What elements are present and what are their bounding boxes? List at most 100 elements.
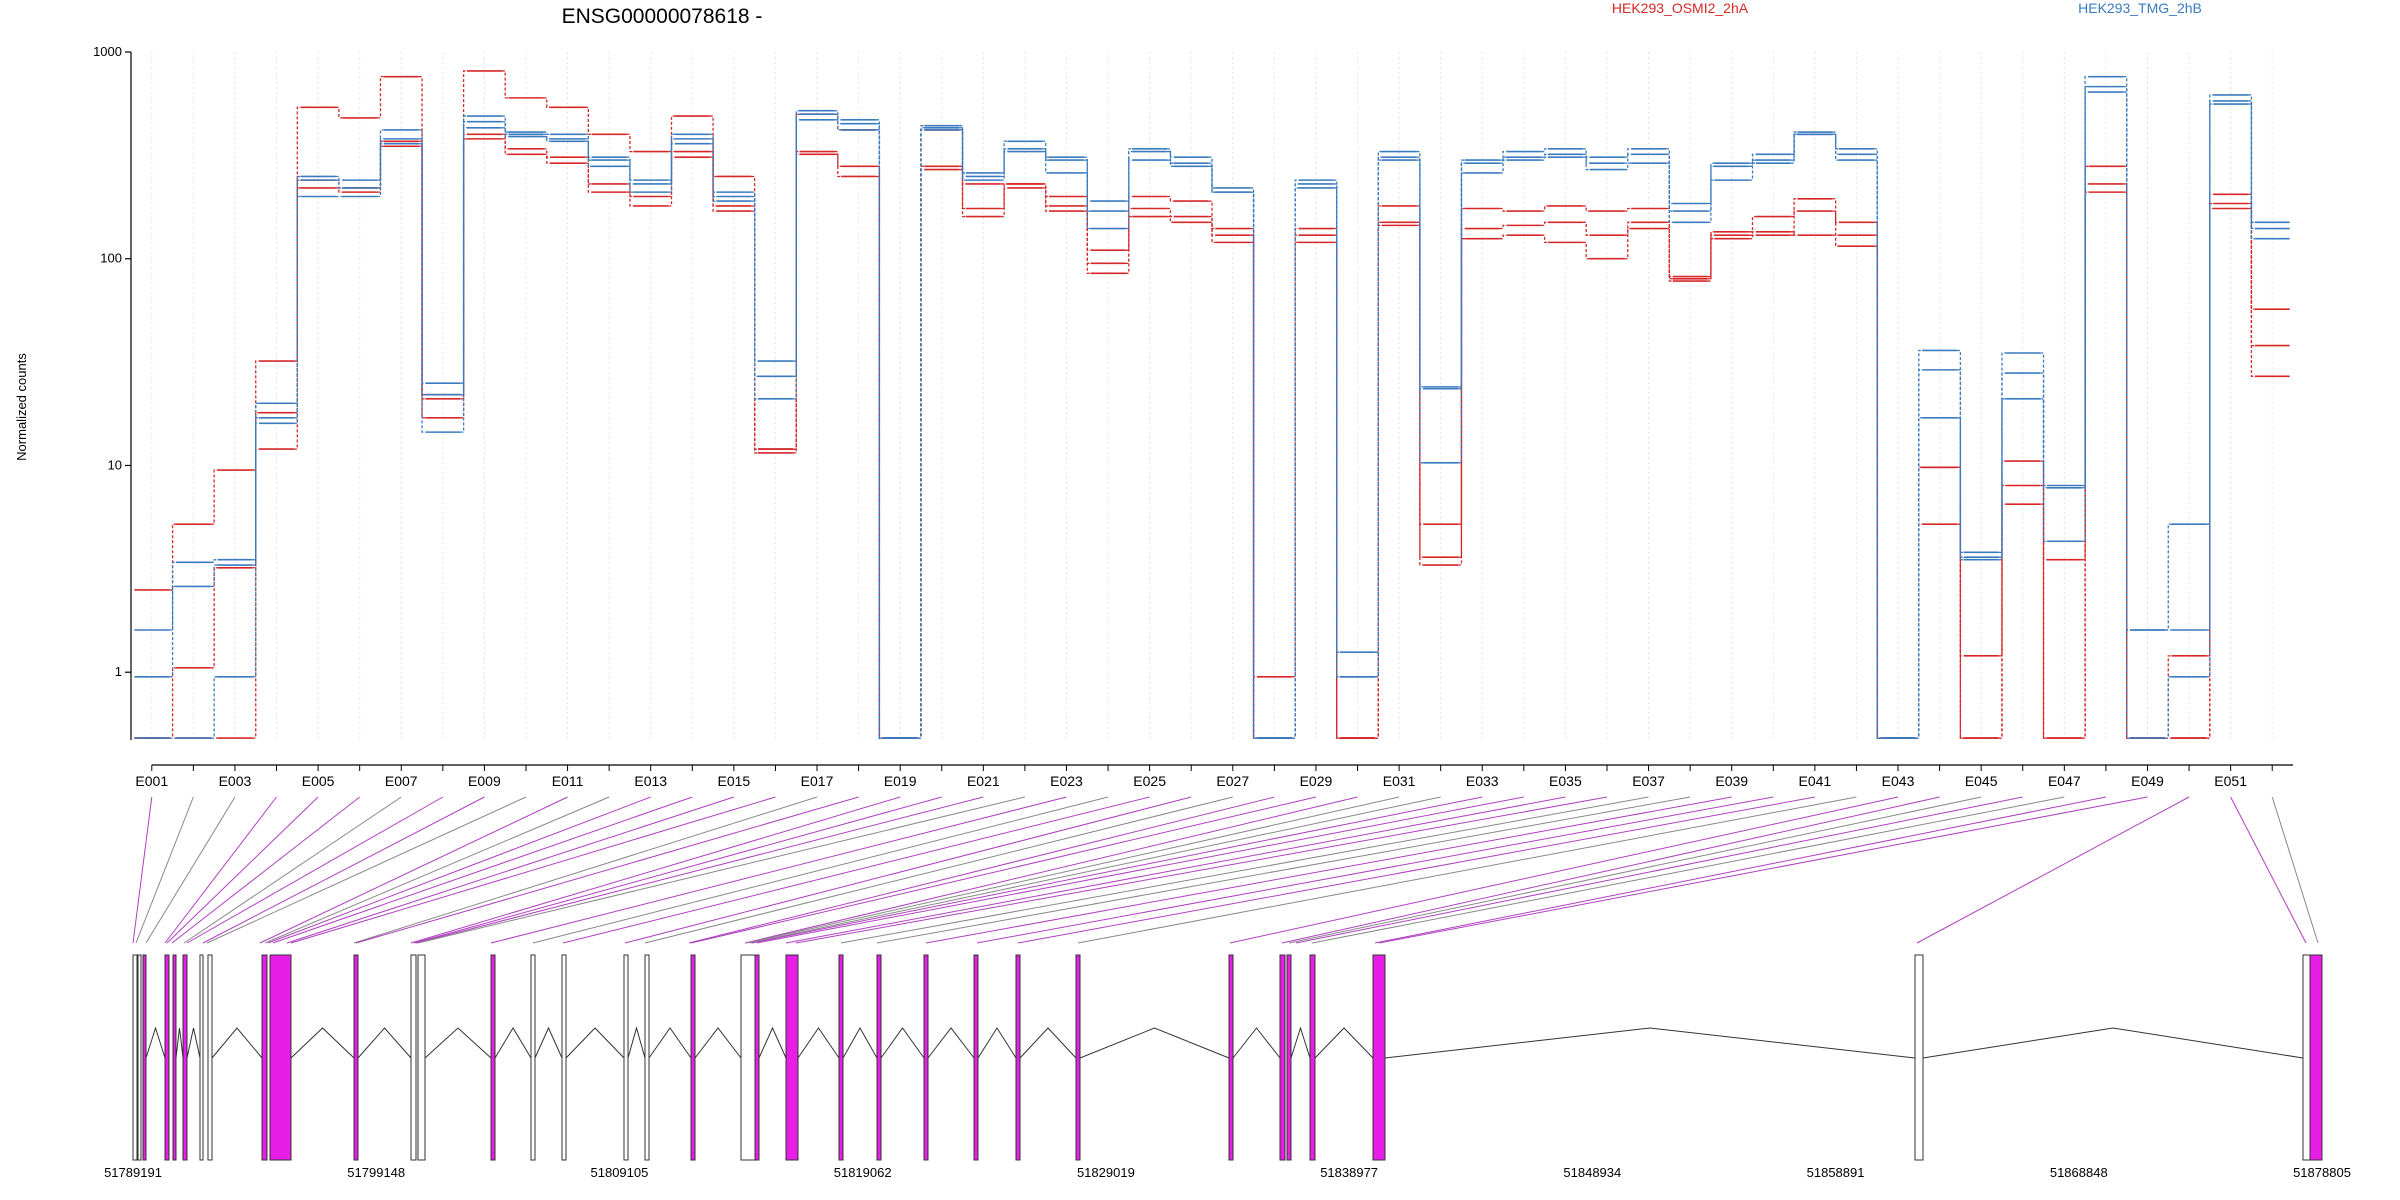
x-tick-label: E041 <box>1799 773 1832 789</box>
intron-line <box>1922 1027 2304 1059</box>
exon-block <box>1228 954 1234 1161</box>
data-transition <box>2040 372 2047 489</box>
data-transition <box>1624 153 1632 164</box>
data-transition <box>1749 153 1756 164</box>
genomic-tick-label: 51858891 <box>1807 1165 1865 1180</box>
data-transition <box>1374 224 1382 739</box>
data-transition <box>2164 523 2172 631</box>
data-transition <box>1624 148 1632 158</box>
exon-block <box>2309 954 2323 1161</box>
bin-to-exon-connector <box>1916 796 2190 944</box>
series-HEK293_TMG_2hB <box>134 91 2290 739</box>
data-transition <box>252 417 260 566</box>
data-transition <box>709 115 717 178</box>
x-tick-label: E025 <box>1133 773 1166 789</box>
data-transition <box>1790 133 1798 164</box>
data-transition <box>1083 210 1091 274</box>
data-transition <box>1790 133 1798 161</box>
x-tick-label: E029 <box>1300 773 1333 789</box>
data-transition <box>252 422 260 678</box>
x-tick-label: E003 <box>219 773 252 789</box>
data-transition <box>2081 91 2089 542</box>
exon-block <box>530 954 536 1161</box>
genomic-tick-label: 51819062 <box>834 1165 892 1180</box>
bin-to-exon-connector <box>202 796 485 944</box>
bin-to-exon-connector <box>756 796 1524 944</box>
genomic-tick-label: 51878805 <box>2293 1165 2351 1180</box>
exon-block <box>353 954 359 1161</box>
data-transition <box>1374 150 1382 653</box>
data-transition <box>1208 162 1216 193</box>
bin-to-exon-connector <box>795 796 1608 944</box>
data-transition <box>501 138 509 155</box>
data-transition <box>1042 187 1050 212</box>
y-tick-label: 100 <box>100 251 122 266</box>
exon-connector-lines <box>132 796 2319 944</box>
bin-to-exon-connector <box>746 796 1400 944</box>
data-transition <box>1499 159 1507 174</box>
data-transition <box>751 175 758 450</box>
data-transition <box>1416 156 1424 464</box>
intron-line <box>1290 1026 1311 1059</box>
genomic-tick-label: 51829019 <box>1077 1165 1135 1180</box>
data-transition <box>1000 140 1008 174</box>
data-transition <box>1125 148 1133 202</box>
data-transition <box>1832 210 1839 247</box>
data-transition <box>1749 234 1756 240</box>
data-transition <box>585 140 592 167</box>
data-transition <box>1790 198 1798 218</box>
x-tick-label: E019 <box>884 773 917 789</box>
data-transition <box>751 195 758 377</box>
data-transition <box>1873 245 1881 739</box>
data-transition <box>626 156 634 181</box>
chart-title: ENSG00000078618 - <box>562 5 763 28</box>
data-transition <box>1957 369 1964 558</box>
bin-to-exon-connector <box>290 796 776 944</box>
bin-to-exon-connector <box>259 796 568 944</box>
data-transition <box>751 205 758 450</box>
data-transition <box>1499 234 1507 240</box>
x-tick-label: E015 <box>718 773 751 789</box>
data-transition <box>834 153 842 178</box>
data-transition <box>1083 159 1091 212</box>
genomic-tick-label: 51799148 <box>347 1165 405 1180</box>
intron-line <box>145 1026 166 1059</box>
data-transition <box>501 70 509 99</box>
x-tick-label: E027 <box>1216 773 1249 789</box>
exon-block <box>623 954 629 1161</box>
data-transition <box>1957 349 1964 553</box>
x-tick-label: E017 <box>801 773 834 789</box>
data-transition <box>210 559 218 563</box>
intron-line <box>1384 1027 1916 1059</box>
data-transition <box>1458 172 1465 390</box>
data-transition <box>2206 103 2214 678</box>
data-transition <box>1167 148 1174 158</box>
data-transition <box>169 585 176 678</box>
data-transition <box>2123 85 2131 631</box>
bin-to-exon-connector <box>562 796 1150 944</box>
genomic-tick-label: 51868848 <box>2050 1165 2108 1180</box>
bin-to-exon-connector <box>1077 796 1857 944</box>
bin-to-exon-connector <box>688 796 1275 944</box>
exon-block <box>132 954 138 1161</box>
data-transition <box>1624 207 1632 212</box>
exon-block <box>1279 954 1286 1161</box>
data-transition <box>1333 227 1341 739</box>
bin-to-exon-connector <box>785 796 1566 944</box>
intron-line <box>424 1027 492 1059</box>
data-transition <box>2248 103 2255 240</box>
data-transition <box>876 175 883 739</box>
data-transition <box>293 195 301 424</box>
data-transition <box>1541 156 1548 161</box>
genomic-tick-label: 51848934 <box>1563 1165 1621 1180</box>
data-transition <box>169 561 176 631</box>
bin-to-exon-connector <box>1017 796 1815 944</box>
data-transition <box>1998 503 2006 739</box>
data-transition <box>1749 215 1756 233</box>
bin-to-exon-connector <box>840 796 1649 944</box>
exon-block <box>1309 954 1316 1161</box>
data-transition <box>2206 100 2214 631</box>
data-transition <box>1832 133 1839 161</box>
series-HEK293_TMG_2hB <box>134 75 2290 739</box>
data-transition <box>1582 241 1590 260</box>
